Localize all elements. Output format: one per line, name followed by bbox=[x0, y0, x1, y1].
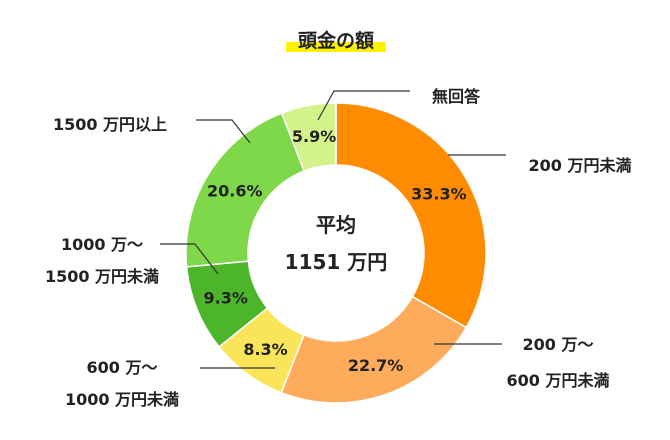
center-label-line2: 1151 万円 bbox=[285, 250, 388, 274]
slice-1 bbox=[280, 295, 468, 404]
category-label-4-line-0: 1500 万円以上 bbox=[53, 115, 167, 134]
category-label-2-line-0: 600 万～ bbox=[87, 358, 158, 377]
percent-label-3: 9.3% bbox=[204, 289, 248, 308]
category-label-1-line-1: 600 万円未満 bbox=[507, 371, 610, 390]
percent-label-4: 20.6% bbox=[207, 181, 263, 200]
percent-label-2: 8.3% bbox=[243, 340, 287, 359]
percent-label-0: 33.3% bbox=[411, 184, 467, 203]
chart-title: 頭金の額 bbox=[298, 29, 374, 52]
category-label-3-line-0: 1000 万～ bbox=[61, 235, 143, 254]
category-label-2-line-1: 1000 万円未満 bbox=[65, 390, 179, 409]
percent-label-5: 5.9% bbox=[292, 127, 336, 146]
category-label-5-line-0: 無回答 bbox=[432, 87, 481, 106]
title-highlight bbox=[286, 42, 386, 52]
leader-line-4 bbox=[196, 119, 251, 144]
category-label-0-line-0: 200 万円未満 bbox=[529, 156, 632, 175]
leader-lines bbox=[160, 90, 506, 369]
leader-line-3 bbox=[160, 243, 219, 275]
leader-line-5 bbox=[317, 90, 410, 121]
category-label-1-line-0: 200 万～ bbox=[523, 335, 594, 354]
slice-4 bbox=[185, 112, 306, 268]
percent-label-1: 22.7% bbox=[348, 356, 404, 375]
center-label-line1: 平均 bbox=[316, 213, 356, 237]
category-labels: 200 万円未満 200 万～ 600 万円未満 600 万～ 1000 万円未満 100… bbox=[45, 87, 632, 409]
slices-group bbox=[185, 102, 487, 404]
category-label-3-line-1: 1500 万円未満 bbox=[45, 267, 159, 286]
percent-labels: 33.3% 22.7% 8.3% 9.3% 20.6% 5.9% bbox=[204, 127, 467, 375]
slice-0 bbox=[335, 102, 487, 329]
slice-5 bbox=[280, 102, 337, 172]
